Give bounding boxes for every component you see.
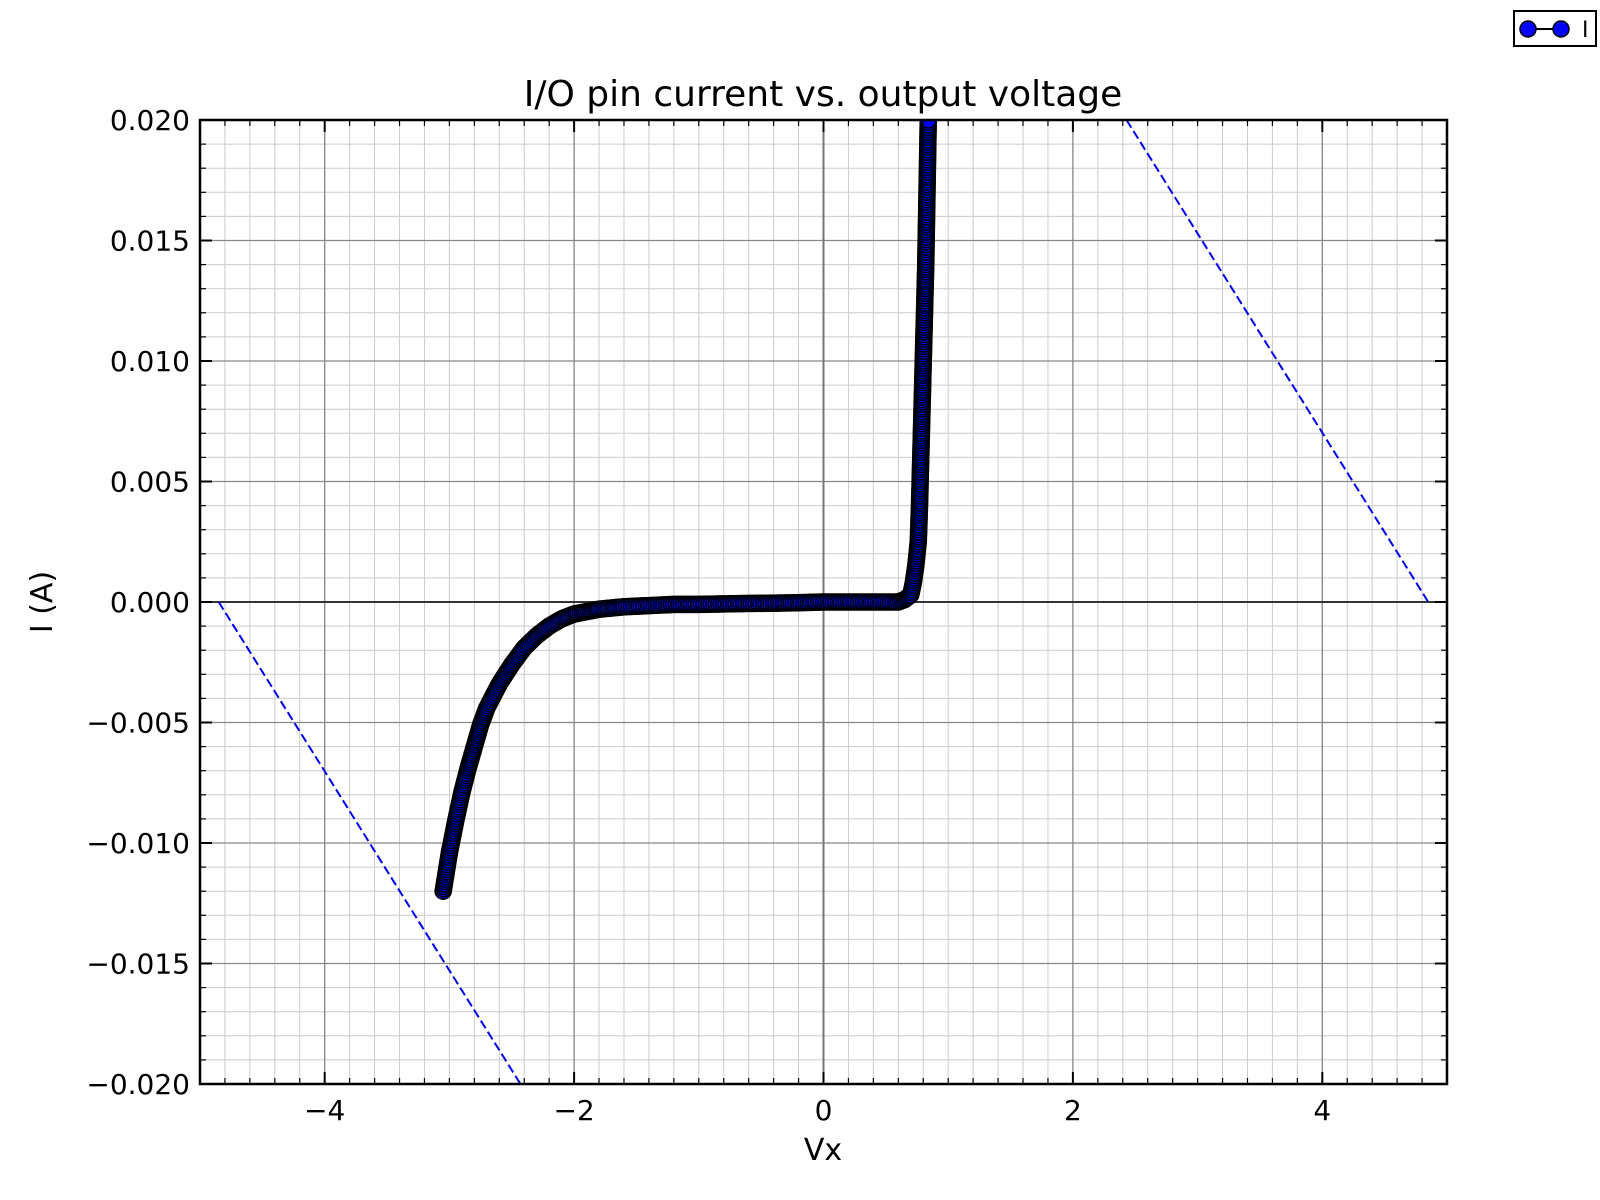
legend[interactable]: I [1513, 10, 1597, 47]
y-tick-label: 0.000 [110, 586, 190, 619]
x-tick-label: −2 [553, 1094, 594, 1127]
load-lines [217, 120, 1430, 1084]
data-point [919, 120, 938, 129]
y-tick-label: −0.005 [86, 707, 190, 740]
load-line [1125, 120, 1430, 603]
y-tick-label: −0.015 [86, 948, 190, 981]
x-tick-label: 0 [815, 1094, 833, 1127]
x-axis-label: Vx [804, 1133, 842, 1168]
axis-ticks [199, 119, 1448, 1085]
x-tick-label: 4 [1313, 1094, 1331, 1127]
data-points [434, 120, 938, 901]
y-axis-label: I (A) [25, 571, 60, 633]
load-line [217, 601, 522, 1084]
legend-label: I [1582, 18, 1589, 43]
chart-title: I/O pin current vs. output voltage [524, 74, 1123, 115]
y-tick-label: −0.020 [86, 1068, 190, 1101]
legend-marker [1519, 20, 1537, 38]
y-tick-label: 0.015 [110, 225, 190, 258]
y-tick-label: −0.010 [86, 827, 190, 860]
y-tick-label: 0.020 [110, 104, 190, 137]
y-tick-labels: −0.020 −0.015 −0.010 −0.005 0.000 0.005 0.010 0… [86, 104, 190, 1101]
y-tick-label: 0.005 [110, 466, 190, 499]
y-tick-label: 0.010 [110, 345, 190, 378]
x-tick-labels: −4 −2 0 2 4 [304, 1094, 1331, 1127]
x-tick-label: 2 [1064, 1094, 1082, 1127]
legend-marker [1552, 20, 1570, 38]
x-tick-label: −4 [304, 1094, 345, 1127]
